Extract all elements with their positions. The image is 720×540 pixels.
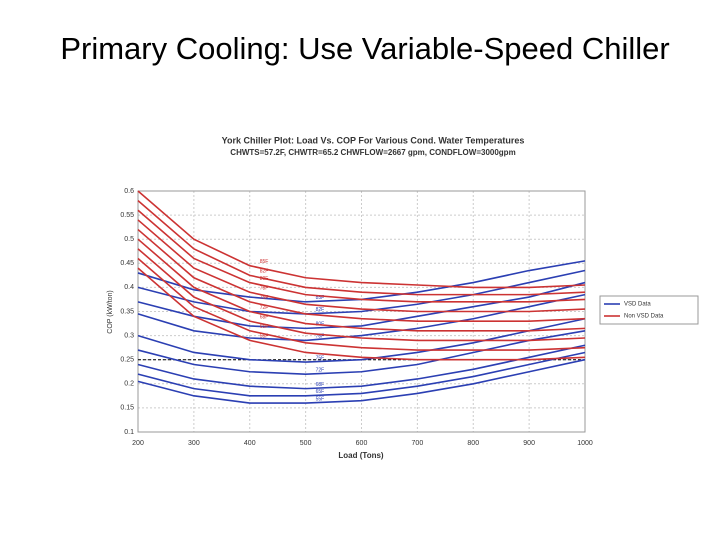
curve-label: 75F <box>316 355 325 361</box>
x-tick-label: 700 <box>412 440 424 447</box>
curve-label: 72F <box>316 367 325 373</box>
x-axis-label: Load (Tons) <box>338 451 384 460</box>
y-tick-label: 0.25 <box>120 357 134 364</box>
curve-label: 65F <box>260 324 269 330</box>
y-tick-label: 0.5 <box>124 236 134 243</box>
curve-label: 65F <box>316 389 325 395</box>
y-tick-label: 0.3 <box>124 332 134 339</box>
curve-label: 78F <box>260 286 269 292</box>
x-tick-label: 600 <box>356 440 368 447</box>
x-tick-label: 800 <box>467 440 479 447</box>
y-tick-label: 0.45 <box>120 260 134 267</box>
curve-label: 82F <box>260 269 269 275</box>
x-tick-label: 500 <box>300 440 312 447</box>
curve-label: 80F <box>260 276 269 282</box>
x-tick-label: 400 <box>244 440 256 447</box>
curve <box>137 248 586 342</box>
slide-title: Primary Cooling: Use Variable-Speed Chil… <box>60 31 670 66</box>
curve <box>137 238 586 332</box>
curve <box>137 293 586 342</box>
curve-label: 68F <box>260 314 269 320</box>
legend-label: VSD Data <box>624 302 651 308</box>
curve <box>137 190 586 289</box>
chart-subtitle: CHWTS=57.2F, CHWTR=65.2 CHWFLOW=2667 gpm… <box>230 148 515 157</box>
x-tick-label: 1000 <box>577 440 593 447</box>
curve-label: 55F <box>260 334 269 340</box>
curve-label: 82F <box>316 307 325 313</box>
plot-frame <box>137 190 586 433</box>
curve <box>137 344 586 390</box>
legend-label: Non VSD Data <box>624 314 664 320</box>
curve <box>137 329 586 375</box>
y-tick-label: 0.4 <box>124 284 134 291</box>
curve <box>137 228 586 322</box>
curve <box>137 219 586 313</box>
curve-label: 85F <box>260 259 269 265</box>
curve-label: 75F <box>260 295 269 301</box>
x-tick-label: 300 <box>188 440 200 447</box>
chart-title: York Chiller Plot: Load Vs. COP For Vari… <box>222 135 525 145</box>
y-axis-label: COP (kW/ton) <box>107 290 114 333</box>
curve-label: 55F <box>316 396 325 402</box>
curve-label: 85F <box>316 295 325 301</box>
y-tick-label: 0.6 <box>124 188 134 195</box>
curve-label: 78F <box>316 334 325 340</box>
legend-box <box>599 295 699 325</box>
y-tick-label: 0.1 <box>124 429 134 436</box>
curve <box>137 200 586 296</box>
curve <box>137 257 586 351</box>
curve-label: 68F <box>316 382 325 388</box>
y-tick-label: 0.35 <box>120 308 134 315</box>
curve <box>137 267 586 361</box>
curve-label: 72F <box>260 305 269 311</box>
curve <box>137 358 586 404</box>
y-tick-label: 0.55 <box>120 212 134 219</box>
x-tick-label: 200 <box>132 440 144 447</box>
x-tick-label: 900 <box>523 440 535 447</box>
y-tick-label: 0.2 <box>124 381 134 388</box>
y-tick-label: 0.15 <box>120 405 134 412</box>
curve <box>137 317 586 363</box>
curve <box>137 209 586 303</box>
curve <box>137 351 586 397</box>
curve <box>137 281 586 330</box>
